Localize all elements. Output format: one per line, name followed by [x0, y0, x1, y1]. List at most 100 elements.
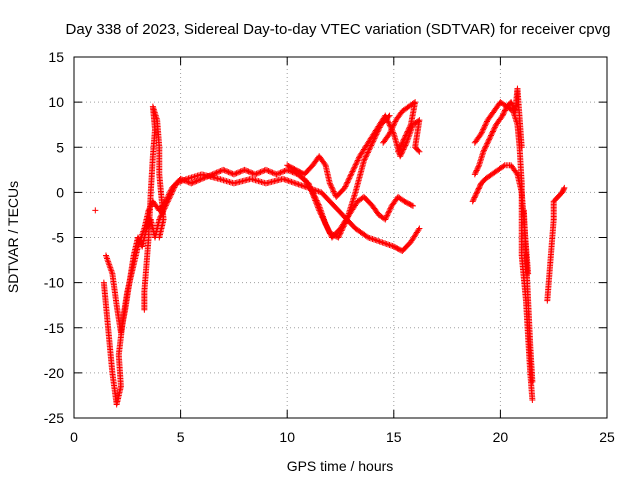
data-marker	[174, 179, 181, 186]
data-marker	[224, 168, 231, 175]
data-marker	[326, 229, 333, 236]
data-marker	[480, 125, 487, 132]
data-marker	[264, 167, 271, 174]
data-marker	[287, 178, 294, 185]
data-marker	[324, 225, 331, 232]
data-marker	[169, 188, 176, 195]
x-tick-label: 0	[70, 429, 78, 445]
data-marker	[350, 165, 357, 172]
data-marker	[478, 129, 485, 136]
data-marker	[405, 125, 412, 132]
data-marker	[480, 147, 487, 154]
data-marker	[380, 240, 387, 247]
x-tick-label: 10	[279, 429, 295, 445]
y-tick-label: 0	[56, 184, 64, 200]
data-marker	[310, 190, 317, 197]
data-marker	[391, 121, 398, 128]
data-marker	[282, 176, 289, 183]
data-marker	[472, 193, 479, 200]
data-marker	[189, 179, 196, 186]
data-marker	[256, 169, 263, 176]
data-marker	[396, 146, 403, 153]
data-marker	[353, 160, 360, 167]
data-marker	[193, 178, 200, 185]
data-marker	[342, 183, 349, 190]
data-marker	[314, 187, 321, 194]
data-marker	[179, 177, 186, 184]
data-marker	[400, 136, 407, 143]
y-tick-label: -25	[44, 410, 64, 426]
data-marker	[405, 127, 412, 134]
data-marker	[366, 146, 373, 153]
data-marker	[331, 189, 338, 196]
data-marker	[92, 207, 99, 214]
data-marker	[166, 194, 173, 201]
data-marker	[473, 167, 480, 174]
data-marker	[382, 216, 389, 223]
data-marker	[346, 174, 353, 181]
data-marker	[213, 169, 220, 176]
data-marker	[389, 123, 396, 130]
data-marker	[343, 180, 350, 187]
data-marker	[475, 163, 482, 170]
data-marker	[415, 147, 422, 154]
data-marker	[386, 130, 393, 137]
data-marker	[482, 144, 489, 151]
data-marker	[389, 125, 396, 132]
data-marker	[246, 169, 253, 176]
data-marker	[395, 148, 402, 155]
data-marker	[385, 241, 392, 248]
data-marker	[234, 169, 241, 176]
data-marker	[386, 206, 393, 213]
data-marker	[220, 166, 227, 173]
data-marker	[354, 158, 361, 165]
data-marker	[489, 128, 496, 135]
data-marker	[168, 190, 175, 197]
data-marker	[384, 116, 391, 123]
data-marker	[387, 205, 394, 212]
data-marker	[398, 141, 405, 148]
data-marker	[404, 129, 411, 136]
data-marker	[389, 243, 396, 250]
data-marker	[400, 137, 407, 144]
data-marker	[321, 161, 328, 168]
data-marker	[134, 234, 141, 241]
data-marker	[171, 184, 178, 191]
data-marker	[237, 168, 244, 175]
data-marker	[254, 170, 261, 177]
data-marker	[416, 148, 423, 155]
data-marker	[402, 132, 409, 139]
data-marker	[529, 396, 536, 403]
data-marker	[481, 146, 488, 153]
data-marker	[401, 135, 408, 142]
data-marker	[387, 129, 394, 136]
data-marker	[485, 137, 492, 144]
data-marker	[391, 119, 398, 126]
data-marker	[489, 129, 496, 136]
data-marker	[309, 189, 316, 196]
data-marker	[166, 195, 173, 202]
data-marker	[500, 111, 507, 118]
data-marker	[221, 167, 228, 174]
data-marker	[370, 236, 377, 243]
data-marker	[258, 168, 265, 175]
data-marker	[322, 220, 329, 227]
data-marker	[262, 166, 269, 173]
data-marker	[385, 209, 392, 216]
data-marker	[291, 179, 298, 186]
data-marker	[328, 183, 335, 190]
axis-ticks	[73, 56, 608, 419]
data-marker	[472, 170, 479, 177]
data-marker	[390, 122, 397, 129]
data-marker	[352, 161, 359, 168]
data-markers	[92, 85, 568, 408]
data-marker	[181, 176, 188, 183]
data-marker	[483, 141, 490, 148]
data-marker	[501, 108, 508, 115]
data-marker	[475, 186, 482, 193]
data-marker	[478, 130, 485, 137]
data-marker	[387, 128, 394, 135]
data-marker	[382, 112, 389, 119]
data-marker	[270, 170, 277, 177]
